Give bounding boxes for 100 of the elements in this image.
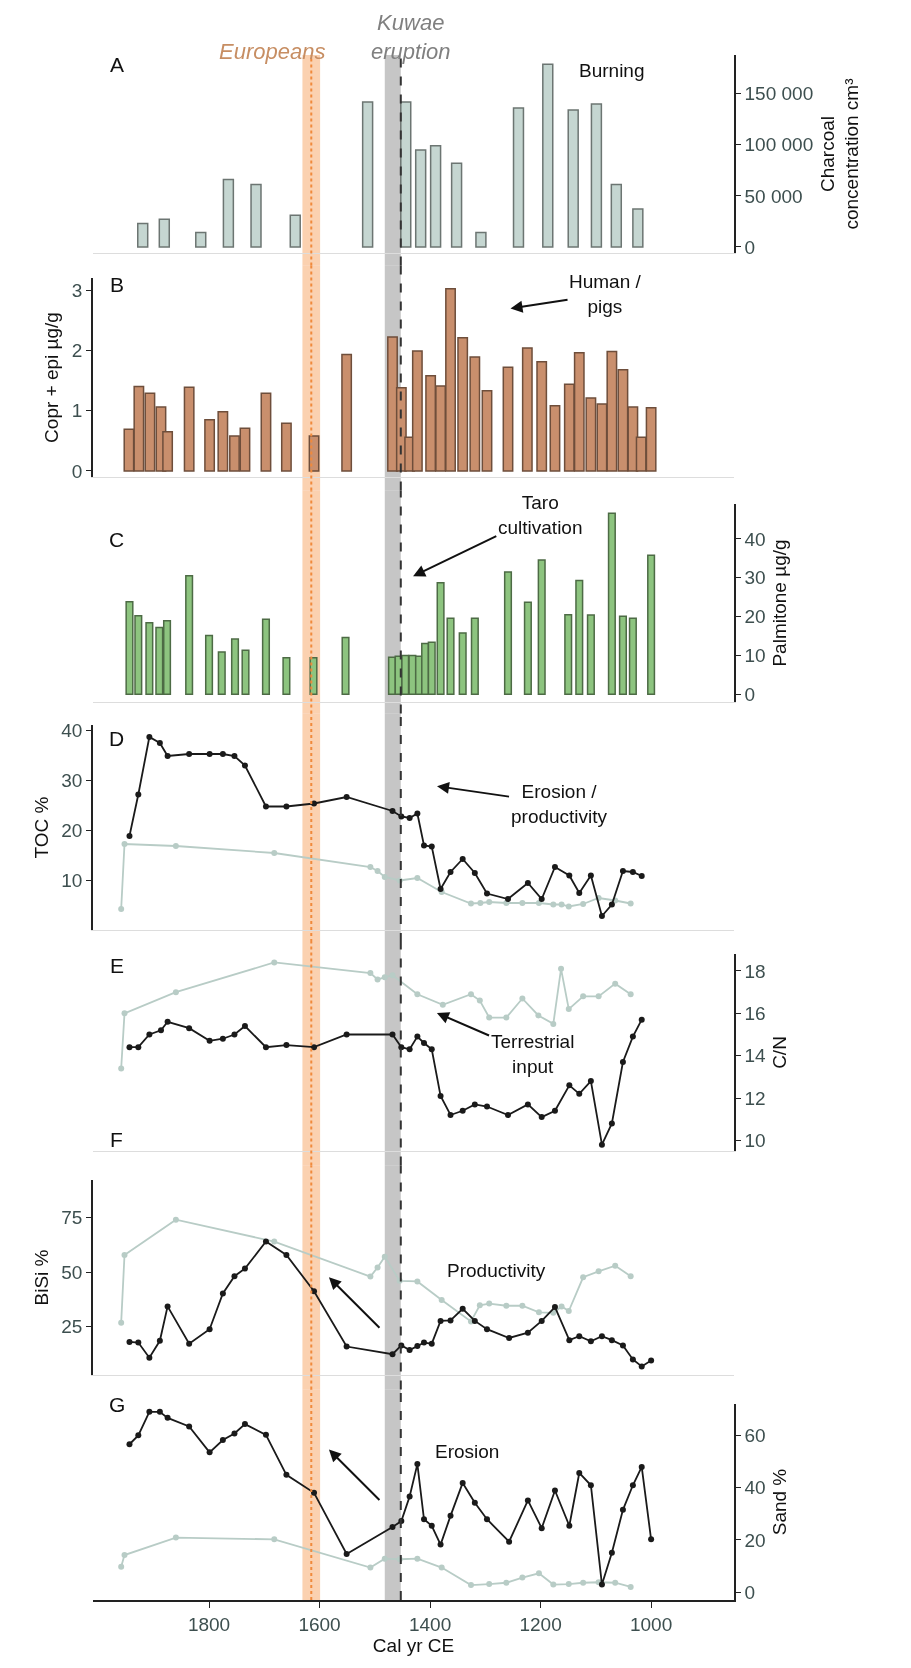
point (437, 1092, 444, 1099)
point (121, 1251, 128, 1258)
point (558, 965, 565, 972)
point (241, 1421, 248, 1428)
point (262, 1238, 269, 1245)
point (421, 1339, 427, 1346)
point (157, 1027, 164, 1034)
point (135, 791, 142, 798)
point (619, 868, 626, 874)
point (612, 980, 619, 987)
point (580, 901, 587, 907)
annotation: G (109, 1393, 126, 1416)
point (483, 1516, 490, 1523)
point (367, 1273, 374, 1280)
point (118, 1563, 125, 1570)
point (648, 1357, 655, 1364)
y2-tick-label: 18 (744, 960, 766, 982)
point (576, 890, 583, 896)
point (447, 869, 454, 875)
point (504, 1111, 511, 1118)
point (447, 1111, 454, 1118)
x-tick-label: 1000 (629, 1613, 673, 1635)
bar (261, 618, 271, 695)
point (595, 993, 602, 1000)
annotation: Productivity (447, 1260, 546, 1281)
point (503, 1014, 510, 1021)
point (535, 1012, 542, 1019)
point (231, 1430, 238, 1437)
point (476, 997, 483, 1004)
point (471, 1101, 478, 1108)
bar (458, 632, 467, 695)
point (486, 1014, 493, 1021)
point (283, 803, 290, 810)
y2-axis-title: C/N (769, 1036, 791, 1069)
point (241, 762, 248, 769)
bar (429, 145, 442, 248)
point (343, 1031, 350, 1038)
bar (523, 601, 532, 695)
y2-tick-label: 20 (744, 1529, 766, 1551)
annotation: Terrestrial input (491, 1031, 575, 1077)
point (467, 991, 474, 998)
y2-tick-label: 14 (744, 1045, 767, 1067)
point (414, 1461, 421, 1468)
point (587, 1482, 594, 1489)
point (164, 753, 171, 759)
point (524, 1497, 531, 1504)
bar (341, 636, 350, 695)
point (538, 1525, 545, 1532)
point (421, 842, 427, 849)
point (619, 1059, 626, 1066)
y2-tick-label: 50 000 (744, 185, 803, 207)
point (550, 1581, 557, 1588)
point (598, 913, 605, 919)
y-axis-title: Copr + epi µg/g (41, 312, 63, 443)
point (471, 1499, 478, 1506)
point (439, 1001, 446, 1008)
point (374, 1264, 381, 1271)
point (524, 1329, 531, 1336)
point (576, 1090, 583, 1097)
point (551, 864, 558, 870)
y2-axis-title: Charcoal concentration cm³ (816, 78, 863, 230)
annotation: Erosion / productivity (511, 781, 608, 827)
point (164, 1018, 171, 1025)
point (389, 1351, 396, 1358)
point (565, 1006, 572, 1013)
y-tick-label: 10 (61, 869, 83, 891)
point (551, 1304, 558, 1311)
point (629, 1356, 636, 1363)
point (262, 803, 269, 810)
point (471, 870, 478, 876)
bar (361, 101, 374, 248)
point (219, 1035, 226, 1042)
point (638, 1016, 645, 1023)
annotation: C (109, 528, 125, 551)
point (406, 815, 413, 821)
band-label: Europeans (219, 39, 326, 64)
bar (537, 559, 546, 695)
y-tick-label: 25 (61, 1316, 83, 1338)
point (627, 1583, 634, 1590)
point (156, 740, 163, 746)
point (595, 1268, 602, 1275)
point (619, 1342, 626, 1349)
point (219, 1290, 226, 1297)
bar (512, 107, 525, 248)
y2-axis-title: Sand % (768, 1468, 790, 1536)
point (121, 841, 128, 847)
point (504, 896, 511, 902)
point (535, 900, 542, 906)
y2-tick-label: 60 (744, 1425, 766, 1447)
point (343, 794, 350, 800)
point (483, 1103, 490, 1110)
annotation: Burning (579, 60, 645, 81)
bar (481, 390, 493, 472)
point (389, 808, 396, 814)
point (566, 872, 573, 879)
y2-tick-label: 40 (744, 528, 766, 550)
point (467, 900, 474, 907)
point (447, 1317, 454, 1324)
bar (204, 634, 214, 695)
y-axis-title: TOC % (30, 796, 52, 859)
